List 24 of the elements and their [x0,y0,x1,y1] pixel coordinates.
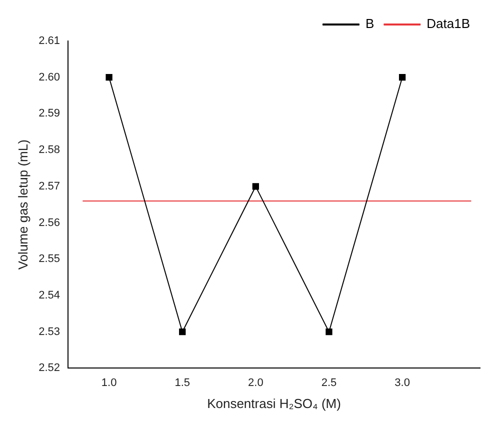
x-tick-label: 2.0 [248,376,264,389]
x-tick-label: 1.5 [174,376,190,389]
y-tick-label: 2.52 [38,362,60,374]
x-tick-label: 2.5 [321,376,337,389]
point [106,74,112,81]
y-tick-label: 2.53 [38,326,60,338]
point [179,328,186,336]
point [252,183,260,190]
y-tick-label: 2.57 [38,180,60,192]
y-tick-label: 2.58 [38,144,60,156]
y-tick-label: 2.59 [38,108,60,120]
y-axis-title: Volume gas letup (mL) [15,140,30,270]
x-axis-title: Konsentrasi H₂SO₄ (M) [207,396,341,411]
y-tick-label: 2.54 [38,290,60,302]
y-tick-label: 2.60 [38,71,60,84]
y-tick-label: 2.55 [38,253,60,266]
x-tick-label: 1.0 [101,376,117,389]
point [326,328,332,336]
legend-label: B [365,16,374,32]
point [398,74,406,81]
legend-label: Data1B [426,16,470,32]
x-tick-label: 3.0 [394,376,410,389]
y-tick-label: 2.56 [38,216,60,229]
y-tick-label: 2.61 [38,35,60,48]
